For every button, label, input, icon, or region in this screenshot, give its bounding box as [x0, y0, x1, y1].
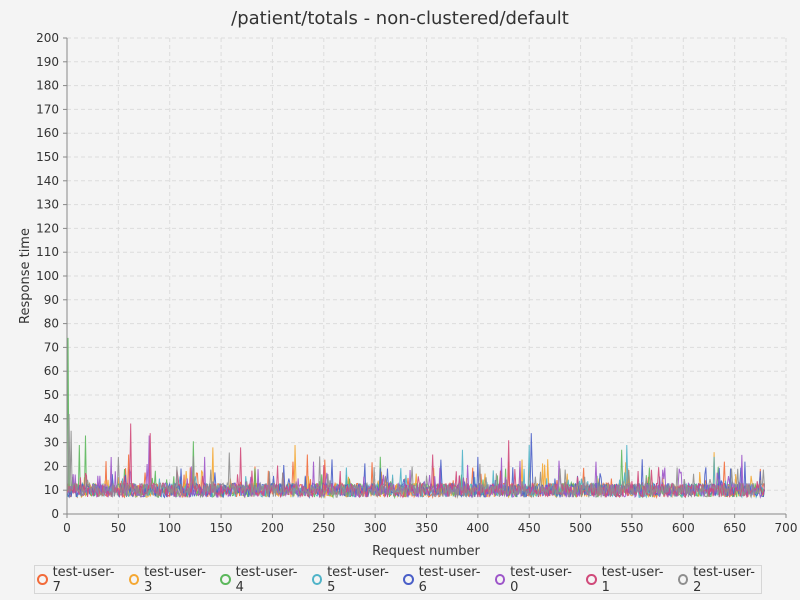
y-tick-label: 100	[36, 269, 59, 283]
y-tick-label: 130	[36, 198, 59, 212]
x-tick-label: 450	[518, 521, 541, 535]
legend-marker-icon	[37, 574, 48, 585]
legend-marker-icon	[220, 574, 231, 585]
legend-marker-icon	[128, 574, 140, 585]
legend-label: test-user-0	[510, 564, 572, 595]
x-tick-label: 0	[63, 521, 71, 535]
legend-marker-icon	[311, 574, 323, 585]
y-tick-label: 40	[44, 412, 59, 426]
y-tick-label: 30	[44, 436, 59, 450]
legend-label: test-user-1	[601, 564, 664, 595]
legend-marker-icon	[403, 574, 414, 585]
grid-layer	[67, 37, 787, 514]
legend-label: test-user-3	[144, 564, 206, 595]
y-tick-label: 120	[36, 221, 59, 235]
legend-item: test-user-1	[586, 565, 668, 595]
x-tick-label: 200	[261, 521, 284, 535]
y-tick-label: 140	[36, 174, 59, 188]
legend-label: test-user-2	[693, 564, 755, 595]
x-axis-title: Request number	[372, 544, 480, 559]
x-tick-label: 500	[569, 521, 592, 535]
y-tick-label: 80	[44, 317, 59, 331]
legend-label: test-user-7	[52, 564, 115, 595]
axis-layer: 0 10 20 30 40 50 60 70 80 90 100 110 120 130 140 150 160…	[36, 31, 797, 535]
y-tick-label: 90	[44, 293, 59, 307]
x-tick-label: 250	[312, 521, 335, 535]
y-tick-label: 170	[36, 102, 59, 116]
y-axis-title: Response time	[18, 228, 33, 324]
y-tick-label: 70	[44, 340, 59, 354]
x-tick-label: 100	[158, 521, 181, 535]
legend-item: test-user-5	[311, 564, 394, 595]
series-line-test-user-2	[66, 414, 765, 500]
y-tick-label: 60	[44, 364, 59, 378]
series-line-test-user-4	[66, 337, 765, 500]
x-tick-label: 700	[775, 521, 798, 535]
y-tick-label: 200	[36, 31, 59, 45]
legend-label: test-user-5	[327, 564, 389, 595]
legend-item: test-user-0	[494, 564, 577, 595]
x-tick-label: 350	[415, 521, 438, 535]
legend-item: test-user-7	[37, 565, 119, 595]
x-tick-label: 50	[111, 521, 126, 535]
y-tick-label: 180	[36, 79, 59, 93]
legend-marker-icon	[677, 574, 689, 585]
legend-marker-icon	[586, 574, 597, 585]
series-layer	[66, 337, 765, 500]
legend: test-user-7 test-user-3 test-user-4 test-us…	[34, 564, 762, 595]
y-tick-label: 150	[36, 150, 59, 164]
chart-title: /patient/totals - non-clustered/default	[231, 8, 569, 29]
x-tick-label: 400	[466, 521, 489, 535]
y-tick-label: 50	[44, 388, 59, 402]
legend-label: test-user-4	[235, 564, 298, 595]
legend-marker-icon	[494, 574, 506, 585]
y-tick-label: 110	[36, 245, 59, 259]
y-tick-label: 10	[44, 483, 59, 497]
y-tick-label: 20	[44, 459, 59, 473]
legend-label: test-user-6	[418, 564, 481, 595]
y-tick-label: 160	[36, 126, 59, 140]
x-tick-label: 600	[672, 521, 695, 535]
x-tick-label: 300	[364, 521, 387, 535]
legend-item: test-user-4	[220, 565, 302, 595]
y-tick-label: 190	[36, 55, 59, 69]
x-tick-label: 150	[210, 521, 233, 535]
legend-item: test-user-6	[403, 565, 485, 595]
y-tick-label: 0	[51, 507, 59, 521]
x-tick-label: 550	[620, 521, 643, 535]
legend-item: test-user-3	[128, 564, 211, 595]
x-tick-label: 650	[723, 521, 746, 535]
legend-item: test-user-2	[677, 564, 760, 595]
